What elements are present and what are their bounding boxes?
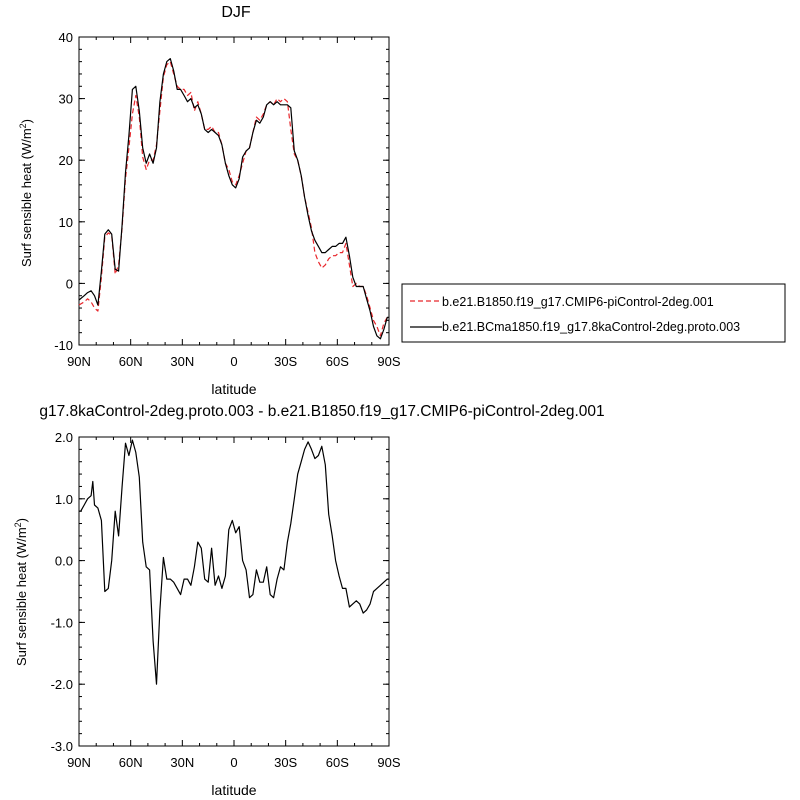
legend: b.e21.B1850.f19_g17.CMIP6-piControl-2deg…	[401, 283, 786, 343]
bottom-x-tick-label: 90S	[377, 755, 400, 770]
bottom-plot-frame	[78, 436, 390, 747]
top-y-axis-label-suffix: )	[19, 119, 34, 123]
bottom-y-tick-label: -1.0	[51, 615, 73, 630]
top-y-axis-label: Surf sensible heat (W/m2)	[18, 119, 34, 267]
top-x-tick-label: 90N	[67, 354, 91, 369]
legend-label-series-1: b.e21.B1850.f19_g17.CMIP6-piControl-2deg…	[442, 295, 714, 309]
top-x-tick-label: 60N	[119, 354, 143, 369]
top-x-tick-label: 30S	[274, 354, 297, 369]
bottom-y-axis-label-main: Surf sensible heat (W/m	[14, 527, 29, 666]
top-y-tick-label: 10	[59, 215, 73, 230]
bottom-x-tick-label: 30N	[170, 755, 194, 770]
top-y-axis-label-sup: 2	[18, 123, 28, 128]
top-chart-title: DJF	[221, 4, 251, 21]
bottom-x-axis-label: latitude	[211, 782, 256, 798]
top-y-axis-label-main: Surf sensible heat (W/m	[19, 128, 34, 267]
top-series-line-2	[78, 57, 389, 340]
bottom-y-axis-label: Surf sensible heat (W/m2)	[13, 518, 29, 666]
bottom-y-tick-label: 1.0	[55, 492, 73, 507]
bottom-x-tick-label: 90N	[67, 755, 91, 770]
top-axis-ticks: 90N 60N 30N 0 30S 60S 90S -10 0 10 20 30 40	[54, 30, 401, 369]
bottom-y-tick-label: 2.0	[55, 430, 73, 445]
bottom-y-tick-label: -2.0	[51, 677, 73, 692]
top-y-tick-label: 40	[59, 30, 73, 45]
bottom-y-axis-label-sup: 2	[13, 522, 23, 527]
top-x-tick-label: 90S	[377, 354, 400, 369]
top-series-line-1	[78, 60, 389, 337]
bottom-x-tick-label: 30S	[274, 755, 297, 770]
legend-box	[401, 283, 786, 343]
bottom-panel: g17.8kaControl-2deg.proto.003 - b.e21.B1…	[13, 403, 605, 798]
bottom-x-tick-label: 60S	[326, 755, 349, 770]
top-x-axis-label: latitude	[211, 381, 256, 397]
bottom-axis-ticks: 90N 60N 30N 0 30S 60S 90S -3.0 -2.0 -1.0 0.0 1.0 2.0	[51, 430, 401, 770]
top-series-lines	[78, 57, 389, 340]
bottom-series-lines	[79, 439, 389, 685]
top-y-tick-label: 20	[59, 153, 73, 168]
bottom-x-tick-label: 60N	[119, 755, 143, 770]
legend-label-series-2: b.e21.BCma1850.f19_g17.8kaControl-2deg.p…	[442, 320, 740, 334]
top-x-tick-label: 60S	[326, 354, 349, 369]
top-x-tick-label: 0	[230, 354, 237, 369]
top-y-tick-label: -10	[54, 338, 73, 353]
bottom-chart-title: g17.8kaControl-2deg.proto.003 - b.e21.B1…	[39, 403, 604, 420]
top-plot-frame	[78, 36, 390, 346]
top-x-tick-label: 30N	[170, 354, 194, 369]
top-panel: DJF 90N 60N 30N 0 30S 60S 90S -10 0 10 20 30 40 lati…	[18, 4, 401, 397]
bottom-y-axis-label-suffix: )	[14, 518, 29, 522]
bottom-series-line-1	[79, 439, 389, 685]
bottom-x-tick-label: 0	[230, 755, 237, 770]
top-y-tick-label: 0	[66, 276, 73, 291]
bottom-y-tick-label: 0.0	[55, 554, 73, 569]
top-y-tick-label: 30	[59, 92, 73, 107]
bottom-y-tick-label: -3.0	[51, 739, 73, 754]
